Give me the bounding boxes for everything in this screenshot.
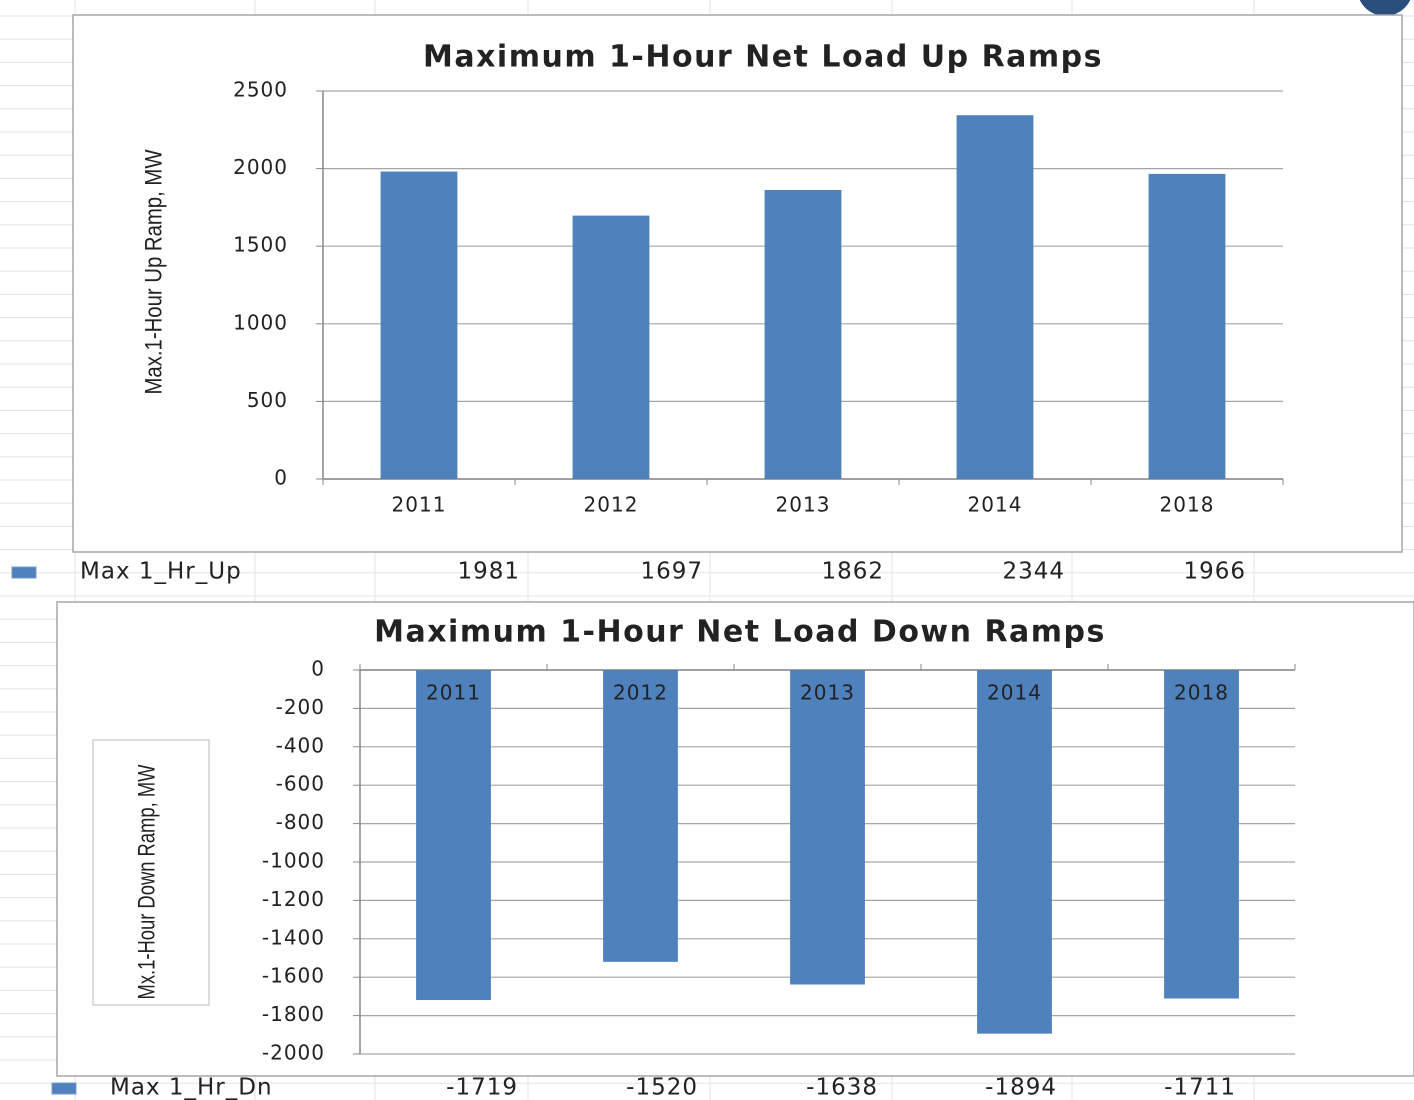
row-value: -1719 (446, 1075, 518, 1100)
legend-key (11, 566, 37, 579)
bar (764, 190, 842, 480)
legend-key (51, 1082, 77, 1095)
y-tick-label: 1500 (233, 233, 288, 257)
bar (1164, 670, 1239, 999)
bar (790, 670, 865, 985)
y-axis-label: Max.1-Hour Up Ramp, MW (140, 149, 167, 394)
x-tick-label: 2018 (1174, 681, 1229, 705)
x-tick-label: 2013 (776, 493, 831, 517)
series-name: Max 1_Hr_Dn (110, 1075, 273, 1100)
y-tick-label: -400 (276, 733, 325, 757)
x-tick-label: 2013 (800, 681, 855, 705)
bar (416, 670, 491, 1001)
row-value: 1966 (1183, 559, 1246, 585)
bar (572, 215, 650, 479)
row-value: 1697 (640, 559, 703, 585)
x-tick-label: 2018 (1160, 493, 1215, 517)
y-label-box (92, 739, 210, 1006)
bar (977, 670, 1052, 1034)
x-tick-label: 2014 (987, 681, 1042, 705)
y-tick-label: -200 (276, 695, 325, 719)
row-value: -1638 (806, 1075, 878, 1100)
bar (1148, 173, 1226, 479)
x-tick-label: 2014 (968, 493, 1023, 517)
y-tick-label: -1000 (262, 849, 325, 873)
chart-title: Maximum 1-Hour Net Load Down Ramps (374, 615, 1106, 650)
y-tick-label: -1800 (262, 1002, 325, 1026)
row-value: 1862 (821, 559, 884, 585)
y-tick-label: -1200 (262, 887, 325, 911)
x-tick-label: 2011 (392, 493, 447, 517)
y-tick-label: 2500 (233, 78, 288, 102)
series-name: Max 1_Hr_Up (80, 559, 242, 585)
row-value: 1981 (457, 559, 520, 585)
bar (956, 115, 1034, 480)
row-value: -1894 (985, 1075, 1057, 1100)
y-tick-label: 0 (274, 466, 288, 490)
y-tick-label: 2000 (233, 155, 288, 179)
chart-title: Maximum 1-Hour Net Load Up Ramps (423, 40, 1103, 75)
y-tick-label: -1600 (262, 964, 325, 988)
y-tick-label: 500 (247, 388, 288, 412)
corner-badge (1359, 0, 1411, 16)
y-tick-label: 0 (311, 657, 325, 681)
x-tick-label: 2012 (584, 493, 639, 517)
row-value: 2344 (1002, 559, 1065, 585)
x-tick-label: 2012 (613, 681, 668, 705)
y-tick-label: -600 (276, 772, 325, 796)
y-tick-label: -2000 (262, 1041, 325, 1065)
y-tick-label: -1400 (262, 925, 325, 949)
y-axis-label: Mx.1-Hour Down Ramp, MW (133, 764, 160, 999)
x-tick-label: 2011 (426, 681, 481, 705)
y-tick-label: 1000 (233, 310, 288, 334)
row-value: -1520 (626, 1075, 698, 1100)
y-tick-label: -800 (276, 810, 325, 834)
bar (380, 171, 458, 479)
bar (603, 670, 678, 962)
row-value: -1711 (1164, 1075, 1236, 1100)
